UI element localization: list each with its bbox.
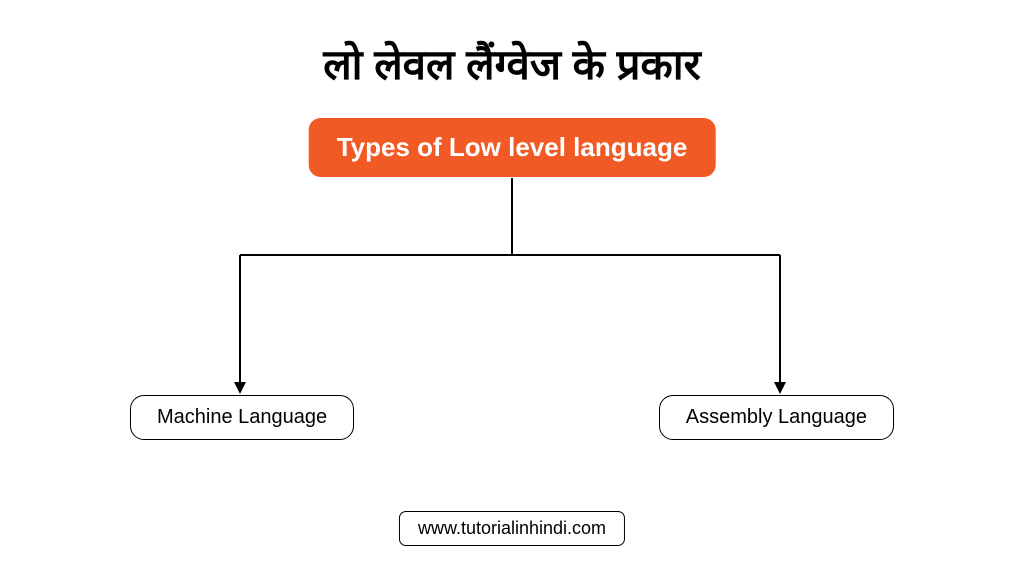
root-node: Types of Low level language — [309, 118, 716, 177]
root-node-label: Types of Low level language — [337, 132, 688, 162]
child-node-assembly: Assembly Language — [659, 395, 894, 440]
child-node-label: Assembly Language — [686, 406, 867, 428]
child-node-label: Machine Language — [157, 406, 327, 428]
diagram-heading: लो लेवल लैंग्वेज के प्रकार — [0, 0, 1024, 92]
footer-attribution: www.tutorialinhindi.com — [399, 511, 625, 546]
footer-text: www.tutorialinhindi.com — [418, 518, 606, 538]
child-node-machine: Machine Language — [130, 395, 354, 440]
